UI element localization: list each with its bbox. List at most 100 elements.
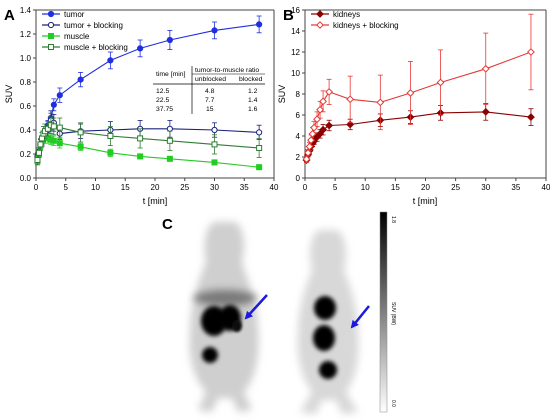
arrow-tumor-blocked [350, 305, 370, 329]
x-tick-label: 5 [333, 183, 338, 192]
legend-label-kidneys-blocking: kidneys + blocking [333, 21, 399, 30]
ratio-table-cell: 1.6 [248, 106, 258, 113]
ratio-table-cell: 4.8 [205, 88, 215, 95]
bladder-right [319, 361, 337, 379]
y-tick-label: 0.8 [20, 78, 32, 87]
data-point [325, 121, 334, 130]
data-point [211, 159, 218, 166]
series-kidneys-blocking [302, 13, 535, 164]
tumor-spot [232, 320, 242, 332]
arrow-tumor [244, 294, 268, 320]
data-point [166, 36, 173, 44]
chart-a-x-label: t [min] [143, 196, 168, 206]
legend-label-kidneys: kidneys [333, 10, 360, 19]
data-point [481, 107, 490, 116]
mouse-body-right [297, 230, 359, 414]
legend-label-muscle-blocking: muscle + blocking [64, 43, 128, 52]
data-point [38, 135, 45, 142]
data-point [313, 115, 321, 124]
data-point [50, 123, 57, 130]
chart-a-legend: tumor tumor + blocking muscle muscle + b… [42, 10, 128, 52]
y-tick-label: 14 [291, 27, 300, 36]
y-tick-label: 8 [296, 90, 301, 99]
data-point [527, 113, 535, 122]
data-point [256, 21, 263, 28]
series-line-kidneys-blocking [305, 51, 532, 160]
kidney-right-a [314, 296, 336, 320]
data-point [325, 87, 334, 96]
pet-image-unblocked [189, 222, 268, 412]
y-tick-label: 0.6 [20, 102, 32, 111]
data-point [406, 89, 415, 97]
data-point [305, 142, 314, 151]
data-point [304, 148, 312, 157]
legend-label-tumor-blocking: tumor + blocking [64, 21, 123, 30]
x-tick-label: 40 [270, 183, 279, 192]
data-point [107, 133, 114, 139]
data-point [211, 27, 218, 34]
y-tick-label: 1.0 [20, 54, 32, 63]
data-point [50, 137, 57, 144]
panel-label-b: B [283, 7, 294, 24]
y-tick-label: 0 [296, 174, 301, 183]
data-point [166, 125, 173, 132]
chart-a-y-label: SUV [4, 85, 14, 104]
kidney-right-b [313, 325, 335, 351]
legend-marker-muscle-blocking [48, 44, 54, 50]
data-point [137, 135, 144, 142]
x-tick-label: 15 [391, 183, 400, 192]
panel-label-a: A [4, 7, 15, 24]
legend-item-muscle: muscle [42, 32, 90, 41]
data-point [307, 136, 315, 145]
data-point [34, 157, 41, 163]
legend-item-kidneys: kidneys [311, 10, 360, 19]
x-tick-label: 35 [240, 183, 249, 192]
ratio-table-header-time: time [min] [156, 71, 186, 78]
x-tick-label: 35 [511, 183, 520, 192]
series-muscle-blocking [34, 116, 263, 166]
data-point [211, 126, 218, 134]
legend-item-muscle-blocking: muscle + blocking [42, 43, 128, 52]
data-point [50, 101, 57, 108]
ratio-table-row: 12.5 4.8 1.2 [156, 88, 258, 95]
chart-b-y-label: SUV [277, 85, 287, 104]
ratio-table-cell: 37.75 [156, 106, 173, 113]
data-point [56, 124, 63, 131]
data-point [527, 48, 535, 56]
pet-image-blocked [297, 230, 370, 414]
x-tick-label: 30 [210, 183, 219, 192]
data-point [56, 140, 63, 147]
data-point [107, 149, 114, 156]
legend-marker-tumor [47, 10, 55, 18]
data-point [166, 137, 173, 144]
colorbar: 1.8 SUV (BW) 0.0 [379, 211, 396, 413]
x-tick-label: 25 [180, 183, 189, 192]
data-point [316, 105, 324, 114]
colorbar-label: SUV (BW) [390, 302, 396, 325]
x-tick-label: 25 [451, 183, 460, 192]
ratio-table-cell: 15 [206, 106, 214, 113]
legend-label-muscle: muscle [64, 32, 90, 41]
data-point [481, 64, 490, 73]
x-tick-label: 30 [481, 183, 490, 192]
x-tick-label: 20 [151, 183, 160, 192]
data-point [77, 143, 84, 150]
bladder-left [202, 347, 218, 363]
data-point [37, 141, 44, 148]
y-tick-label: 1.2 [20, 30, 32, 39]
data-point [256, 164, 263, 171]
data-point [77, 129, 84, 136]
y-tick-label: 1.4 [20, 6, 32, 15]
x-tick-label: 0 [303, 183, 308, 192]
ratio-table-header-ratio: tumor-to-muscle ratio [195, 67, 259, 74]
legend-marker-muscle [48, 33, 54, 39]
ratio-table-subheader-unblocked: unblocked [195, 76, 226, 83]
y-tick-label: 2 [296, 153, 301, 162]
ratio-table-cell: 7.7 [205, 97, 215, 104]
data-point [308, 129, 317, 138]
legend-marker-kidneys [316, 10, 324, 18]
data-point [256, 145, 263, 151]
x-tick-label: 0 [34, 183, 39, 192]
data-point [56, 92, 63, 99]
data-point [346, 95, 355, 104]
